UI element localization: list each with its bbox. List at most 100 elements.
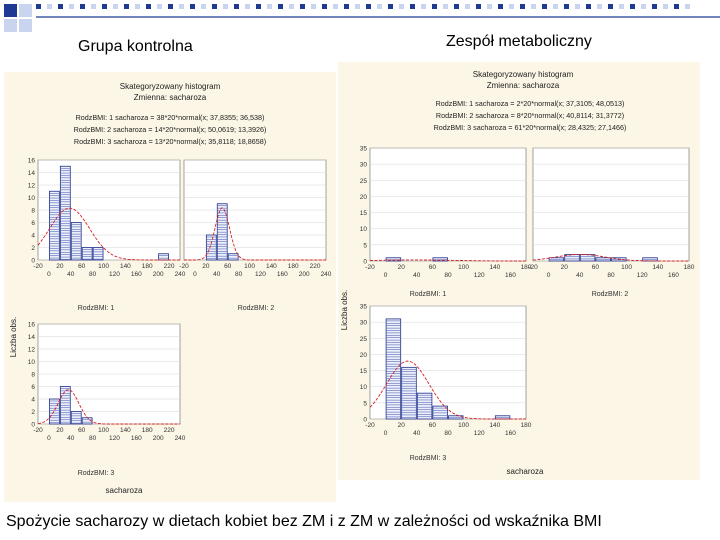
x-tick-label: 80	[89, 435, 97, 442]
checker-square	[652, 4, 657, 9]
x-tick-label: 140	[120, 427, 131, 434]
subplot-bmi-2: -20 0 20 40 60 80 100 120 140 160 180 RodzBMI: 2	[528, 147, 695, 298]
checker-square	[179, 4, 184, 9]
histogram-bar-rect	[416, 392, 433, 420]
checker-square	[564, 4, 569, 9]
chart-variable: Zmienna: sacharoza	[134, 93, 207, 102]
checker-square	[333, 4, 338, 9]
checker-square	[190, 4, 195, 9]
x-tick-label: 0	[193, 271, 197, 278]
checker-square	[102, 4, 107, 9]
x-tick-label: 40	[213, 271, 221, 278]
y-tick-label: 0	[31, 422, 35, 429]
histogram-bar-rect	[494, 415, 511, 420]
x-tick-label: 200	[153, 271, 164, 278]
checker-square	[234, 4, 239, 9]
checker-square	[135, 4, 140, 9]
checker-square	[619, 4, 624, 9]
histogram-bar-rect	[70, 411, 82, 425]
checker-square	[498, 4, 503, 9]
subplot-label: RodzBMI: 3	[410, 455, 447, 462]
checker-square	[553, 4, 558, 9]
checker-square	[113, 4, 118, 9]
histogram-bar-rect	[216, 203, 228, 261]
histogram-bar	[216, 203, 228, 261]
checker-square	[146, 4, 151, 9]
y-tick-label: 10	[360, 226, 368, 233]
y-tick-label: 4	[31, 397, 35, 404]
x-tick-label: 100	[458, 264, 469, 271]
y-tick-label: 12	[28, 347, 36, 354]
x-tick-label: 0	[384, 430, 388, 437]
histogram-bar-rect	[432, 405, 448, 420]
x-tick-label: 240	[175, 271, 186, 278]
y-tick-label: 30	[360, 320, 368, 327]
normal-fit-curve	[37, 389, 180, 425]
checker-square	[256, 4, 261, 9]
x-tick-label: 160	[505, 272, 516, 279]
histogram-bar-rect	[92, 247, 104, 261]
histogram-bar-rect	[432, 257, 448, 262]
y-tick-label: 8	[31, 208, 35, 215]
x-tick-label: 120	[255, 271, 266, 278]
histogram-chart-control: Skategoryzowany histogram Zmienna: sacha…	[9, 82, 332, 495]
legend-line: RodzBMI: 1 sacharoza = 38*20*normal(x; 3…	[76, 113, 265, 122]
x-tick-label: 0	[384, 272, 388, 279]
y-tick-label: 2	[31, 409, 35, 416]
checker-square	[267, 4, 272, 9]
histogram-bar	[92, 247, 104, 261]
histogram-bar	[227, 253, 239, 261]
x-tick-label: 200	[153, 435, 164, 442]
checker-square	[586, 4, 591, 9]
checker-square	[663, 4, 668, 9]
x-tick-label: 20	[56, 427, 64, 434]
title-metabolic-syndrome: Zespół metaboliczny	[446, 33, 592, 50]
legend-line: RodzBMI: 3 sacharoza = 61*20*normal(x; 2…	[434, 123, 627, 132]
checker-square	[531, 4, 536, 9]
histogram-bar-rect	[49, 190, 60, 261]
checker-square	[157, 4, 162, 9]
x-tick-label: 80	[235, 271, 243, 278]
checker-square	[608, 4, 613, 9]
checker-square	[432, 4, 437, 9]
histogram-bar	[59, 386, 71, 425]
histogram-bar-rect	[564, 254, 580, 262]
checker-square	[674, 4, 679, 9]
checker-square	[69, 4, 74, 9]
histogram-bar-rect	[385, 257, 402, 262]
y-tick-label: 16	[28, 322, 36, 329]
plot-area	[532, 147, 690, 262]
histogram-bar	[385, 318, 402, 420]
x-tick-label: 180	[521, 422, 532, 429]
histogram-bar-rect	[205, 234, 217, 261]
y-tick-label: 14	[28, 334, 36, 341]
x-tick-label: 120	[474, 430, 485, 437]
x-tick-label: 0	[47, 435, 51, 442]
checker-square	[443, 4, 448, 9]
x-tick-label: 240	[321, 271, 332, 278]
x-tick-label: 140	[652, 264, 663, 271]
y-tick-label: 25	[360, 178, 368, 185]
histogram-bar-rect	[595, 257, 611, 262]
y-tick-label: 10	[28, 195, 36, 202]
x-tick-label: 40	[413, 272, 421, 279]
histogram-bar	[59, 165, 71, 261]
checker-square	[421, 4, 426, 9]
x-tick-label: 220	[310, 263, 321, 270]
checker-square	[91, 4, 96, 9]
y-tick-label: 35	[360, 304, 368, 311]
x-tick-label: 20	[398, 264, 406, 271]
corner-square	[4, 19, 17, 32]
checker-square	[399, 4, 404, 9]
x-tick-label: 180	[142, 263, 153, 270]
histogram-bar-rect	[81, 247, 93, 261]
chart-title: Skategoryzowany histogram	[473, 70, 574, 79]
x-tick-label: 40	[67, 271, 75, 278]
subplot-label: RodzBMI: 2	[238, 305, 275, 312]
legend-line: RodzBMI: 3 sacharoza = 13*20*normal(x; 3…	[74, 137, 266, 146]
histogram-bar-rect	[548, 257, 565, 262]
checker-square	[630, 4, 635, 9]
checker-square	[201, 4, 206, 9]
x-tick-label: 160	[131, 271, 142, 278]
y-tick-label: 5	[363, 242, 367, 249]
